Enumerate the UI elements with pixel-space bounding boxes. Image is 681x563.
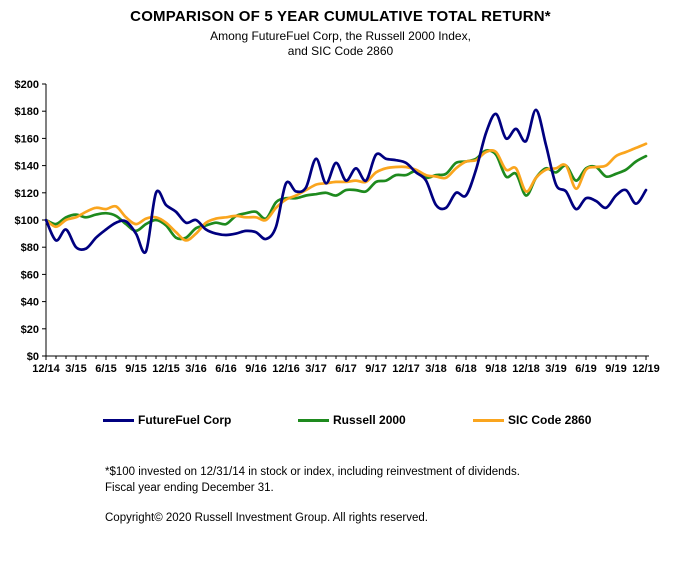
chart-title: COMPARISON OF 5 YEAR CUMULATIVE TOTAL RE… [130, 8, 551, 25]
x-tick-label: 9/19 [605, 363, 626, 375]
series-line-russell-2000 [44, 149, 648, 241]
y-tick-label: $140 [15, 161, 39, 173]
x-tick-label: 9/16 [245, 363, 266, 375]
legend-label: Russell 2000 [333, 413, 406, 427]
x-tick-label: 9/17 [365, 363, 386, 375]
legend-line-swatch-orange [473, 418, 504, 422]
x-tick-label: 12/17 [392, 363, 420, 375]
chart-legend: FutureFuel Corp Russell 2000 SIC Code 28… [0, 410, 681, 430]
y-tick-label: $180 [15, 106, 39, 118]
chart-subtitle: Among FutureFuel Corp, the Russell 2000 … [0, 29, 681, 59]
copyright-line: Copyright© 2020 Russell Investment Group… [105, 512, 428, 524]
x-tick-label: 6/15 [95, 363, 116, 375]
y-tick-label: $20 [21, 324, 39, 336]
x-tick-label: 12/16 [272, 363, 300, 375]
x-tick-label: 3/17 [305, 363, 326, 375]
legend-line-swatch-blue [103, 418, 134, 422]
chart-subtitle-line1: Among FutureFuel Corp, the Russell 2000 … [210, 29, 471, 43]
x-tick-label: 6/19 [575, 363, 596, 375]
chart-subtitle-line2: and SIC Code 2860 [287, 44, 394, 58]
legend-line-swatch-green [298, 418, 329, 422]
legend-item-sic-code-2860: SIC Code 2860 [473, 410, 591, 430]
x-tick-label: 3/15 [65, 363, 86, 375]
x-tick-label: 3/18 [425, 363, 446, 375]
x-tick-label: 12/19 [632, 363, 660, 375]
footnote-line2: Fiscal year ending December 31. [105, 482, 274, 494]
legend-item-russell-2000: Russell 2000 [298, 410, 406, 430]
x-tick-label: 6/18 [455, 363, 476, 375]
legend-label: SIC Code 2860 [508, 413, 592, 427]
y-tick-label: $60 [21, 269, 39, 281]
x-tick-label: 6/16 [215, 363, 236, 375]
chart-area: $0 $20 $40 $60 $80 $100 $120 $140 $160 $180 $200 12… [0, 75, 681, 395]
x-tick-label: 3/16 [185, 363, 206, 375]
x-tick-label: 12/18 [512, 363, 540, 375]
y-tick-label: $120 [15, 188, 39, 200]
x-tick-label: 6/17 [335, 363, 356, 375]
x-tick-label: 12/15 [152, 363, 180, 375]
footnote-line1: *$100 invested on 12/31/14 in stock or i… [105, 466, 520, 478]
y-tick-label: $160 [15, 133, 39, 145]
x-tick-label: 12/14 [32, 363, 60, 375]
footnotes: *$100 invested on 12/31/14 in stock or i… [105, 464, 625, 526]
x-tick-label: 9/15 [125, 363, 146, 375]
series-line-sic-code-2860 [44, 142, 648, 242]
x-tick-label: 3/19 [545, 363, 566, 375]
y-tick-label: $0 [27, 351, 39, 363]
y-tick-label: $200 [15, 79, 39, 91]
y-tick-label: $80 [21, 242, 39, 254]
legend-label: FutureFuel Corp [138, 413, 232, 427]
y-tick-label: $40 [21, 297, 39, 309]
chart-svg: $0 $20 $40 $60 $80 $100 $120 $140 $160 $180 $200 12… [15, 79, 660, 375]
series-line-futurefuel-corp [44, 108, 648, 255]
x-tick-label: 9/18 [485, 363, 506, 375]
legend-item-futurefuel-corp: FutureFuel Corp [103, 410, 231, 430]
y-tick-label: $100 [15, 215, 39, 227]
